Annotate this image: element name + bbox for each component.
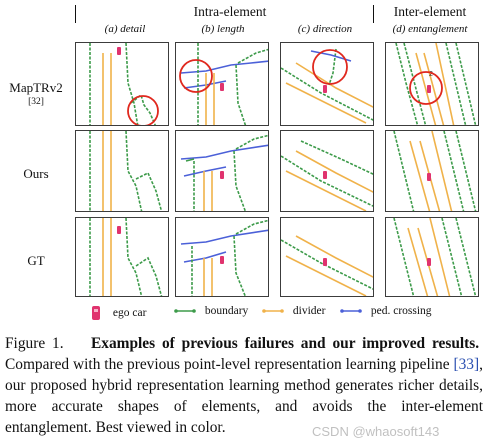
- ego-car-icon: [92, 306, 100, 320]
- panel-maptrv2-length: [175, 42, 269, 126]
- column-heading-detail: (a) detail: [104, 23, 146, 35]
- panel-ours-direction: [280, 130, 374, 212]
- column-heading-entanglement: (d) entanglement: [392, 23, 468, 35]
- legend-boundary-label: boundary: [204, 305, 249, 317]
- panel-gt-direction: [280, 217, 374, 297]
- caption-figure-label: Figure 1.: [5, 335, 64, 352]
- boundary-line-icon: [174, 309, 196, 314]
- divider-line-icon: [262, 309, 284, 314]
- row-label-gt: GT: [27, 253, 45, 268]
- legend-ped-crossing-label: ped. crossing: [370, 305, 432, 317]
- legend-divider: divider: [262, 305, 325, 317]
- panel-ours-detail: [75, 130, 169, 212]
- panel-ours-entanglement: [385, 130, 479, 212]
- legend-divider-label: divider: [292, 305, 326, 317]
- row-label-maptrv2-ref: [32]: [28, 97, 44, 107]
- panel-maptrv2-detail: [75, 42, 169, 126]
- panel-gt-entanglement: [385, 217, 479, 297]
- legend-ego-car-label: ego car: [112, 306, 147, 319]
- column-heading-length: (b) length: [201, 23, 245, 35]
- intra-element-heading: Intra-element: [193, 4, 267, 19]
- panel-gt-detail: [75, 217, 169, 297]
- legend-boundary: boundary: [174, 305, 248, 317]
- row-label-maptrv2-name: MapTRv2: [9, 80, 63, 95]
- row-label-maptrv2: MapTRv2 [32]: [2, 80, 70, 110]
- figure-caption: Figure 1. Examples of previous failures …: [5, 333, 483, 438]
- panel-maptrv2-direction: [280, 42, 374, 126]
- inter-element-heading: Inter-element: [393, 4, 467, 19]
- entanglement-marker: 2: [429, 71, 433, 78]
- watermark-text: CSDN @whaosoft143: [312, 424, 440, 439]
- header-separator-right: [373, 5, 375, 23]
- column-heading-direction: (c) direction: [297, 23, 353, 35]
- caption-text-after-ref: , our proposed hybrid representation lea…: [5, 356, 483, 436]
- header-separator-left: [75, 5, 77, 23]
- ped-crossing-line-icon: [340, 309, 362, 314]
- caption-citation-link[interactable]: [33]: [453, 356, 480, 373]
- panel-maptrv2-entanglement: 2: [385, 42, 479, 126]
- panel-gt-length: [175, 217, 269, 297]
- legend-ego-car: ego car: [90, 305, 146, 321]
- caption-bold-title: Examples of previous failures and our im…: [90, 335, 480, 352]
- legend-ped-crossing: ped. crossing: [340, 305, 432, 317]
- caption-text-before-ref: Compared with the previous point-level r…: [5, 356, 450, 373]
- row-label-ours: Ours: [23, 166, 49, 181]
- panel-ours-length: [175, 130, 269, 212]
